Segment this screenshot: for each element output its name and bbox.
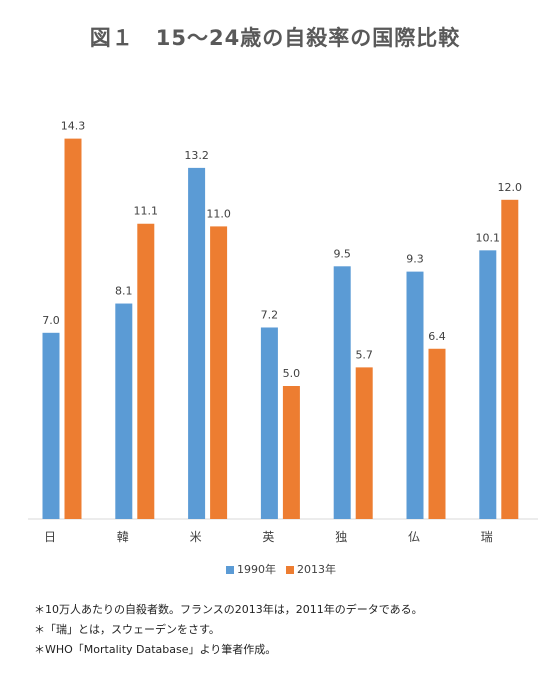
bar-s1-2	[188, 167, 206, 519]
data-label-s1-2: 13.2	[184, 149, 209, 162]
data-label-s1-3: 7.2	[261, 308, 279, 321]
data-label-s2-3: 5.0	[283, 367, 301, 380]
x-tick-label-2: 米	[190, 530, 202, 544]
footnotes: ＊10万人あたりの自殺者数。フランスの2013年は，2011年のデータである。 …	[34, 600, 423, 660]
x-tick-label-0: 日	[44, 530, 56, 544]
data-label-s2-2: 11.0	[206, 207, 231, 220]
x-tick-label-3: 英	[262, 530, 274, 544]
footnote-1: ＊10万人あたりの自殺者数。フランスの2013年は，2011年のデータである。	[34, 603, 423, 616]
x-tick-label-4: 独	[335, 530, 347, 544]
x-tick-label-1: 韓	[117, 530, 129, 544]
legend-label-1: 2013年	[297, 562, 336, 576]
data-label-s1-1: 8.1	[115, 285, 133, 298]
bar-s1-3	[260, 327, 278, 519]
bar-s1-4	[333, 266, 351, 519]
bar-s2-4	[355, 367, 373, 519]
data-label-s1-5: 9.3	[406, 253, 424, 266]
bar-chart: 7.0 14.3 日 8.1 11.1 韓 13.2 11.0 米 7.2 5.0 英 9.5 5.7 独 9…	[28, 120, 538, 576]
data-label-s1-6: 10.1	[476, 231, 501, 244]
bar-s1-6	[479, 250, 497, 519]
footnote-2: ＊「瑞」とは，スウェーデンをさす。	[34, 623, 220, 636]
bar-s2-3	[282, 386, 300, 519]
bar-s2-0	[64, 138, 82, 519]
legend-swatch-1	[286, 566, 294, 574]
data-label-s1-4: 9.5	[333, 247, 351, 260]
footnote-3: ＊WHO「Mortality Database」より筆者作成。	[34, 643, 277, 656]
x-tick-label-6: 瑞	[481, 530, 493, 544]
bar-s1-5	[406, 271, 424, 519]
data-label-s1-0: 7.0	[42, 314, 60, 327]
legend-label-0: 1990年	[237, 562, 276, 576]
bar-s2-6	[501, 199, 519, 520]
data-label-s2-5: 6.4	[428, 330, 446, 343]
legend-swatch-0	[226, 566, 234, 574]
bar-s2-5	[428, 348, 446, 519]
bar-s2-2	[210, 226, 228, 519]
data-label-s2-1: 11.1	[134, 205, 159, 218]
data-label-s2-6: 12.0	[498, 181, 523, 194]
data-label-s2-4: 5.7	[355, 348, 373, 361]
data-label-s2-0: 14.3	[61, 120, 86, 133]
bar-s1-1	[115, 303, 133, 519]
bar-s2-1	[137, 223, 155, 520]
chart-title: 図１ 15〜24歳の自殺率の国際比較	[89, 26, 461, 50]
bar-s1-0	[42, 332, 60, 519]
x-tick-label-5: 仏	[408, 530, 420, 544]
